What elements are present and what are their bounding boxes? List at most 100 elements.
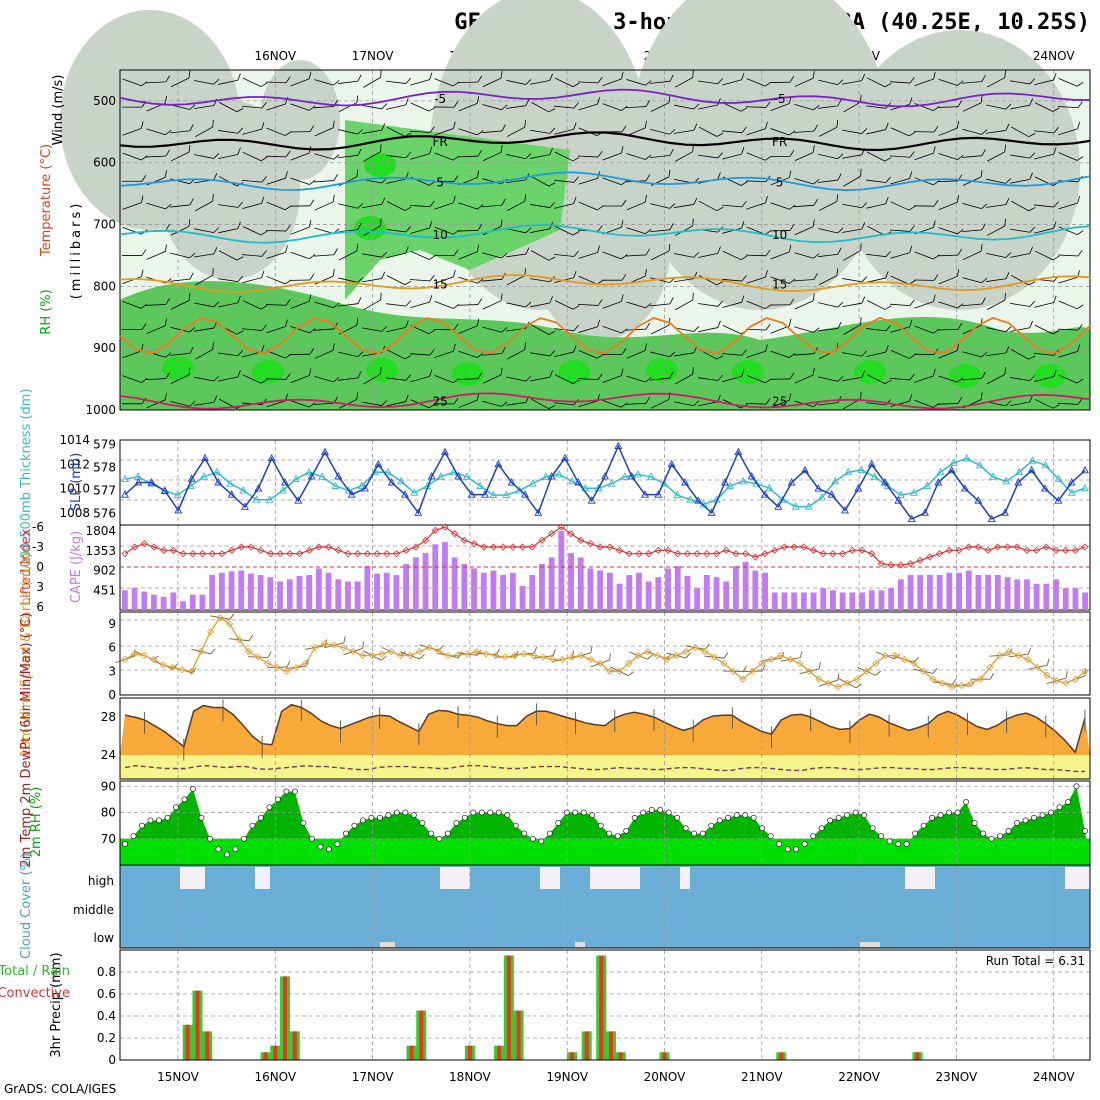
- wind-barb-flag: [1029, 375, 1036, 381]
- li-point: [606, 543, 614, 551]
- wind-barb-shaft: [554, 254, 574, 257]
- wind-barb-flag: [453, 195, 456, 203]
- rh-point: [181, 796, 188, 803]
- rh-point: [631, 814, 638, 821]
- wind-barb-flag: [429, 295, 433, 303]
- lifted-index-axis-label: Lifted Index: [19, 528, 34, 605]
- rh-point: [750, 814, 757, 821]
- isotherm-label: FR: [432, 135, 447, 149]
- wind-barb-flag: [549, 73, 553, 81]
- wind-barb: [577, 299, 603, 306]
- rh-saturated-blob: [252, 360, 284, 384]
- wind-barb: [866, 176, 891, 183]
- wind-barb-shaft: [794, 152, 814, 161]
- wind-barb-shaft: [1034, 204, 1054, 208]
- wind-barb-flag: [1005, 400, 1012, 407]
- wind-barb-shaft: [698, 401, 718, 407]
- wind-barb-flag: [477, 352, 484, 358]
- cape-bar: [412, 557, 419, 610]
- wind-barb-flag: [1028, 207, 1036, 212]
- wind-barb: [386, 394, 409, 407]
- precip-legend-total: Total / Rain: [0, 964, 70, 979]
- wind-barb-shaft: [530, 278, 550, 283]
- wind-barb-flag: [956, 120, 960, 129]
- wind-barb-shaft: [218, 278, 238, 282]
- wind-barb-shaft: [1010, 228, 1030, 233]
- y-tick-label: 80: [101, 806, 116, 820]
- wind-barb-flag: [357, 148, 362, 156]
- wind-barb: [122, 249, 147, 256]
- precip-convective-bar: [662, 1052, 667, 1060]
- wind-barb-flag: [645, 396, 651, 404]
- wind-barb-flag: [333, 154, 340, 160]
- wind-barb: [386, 97, 409, 110]
- wind-barb-flag: [957, 154, 964, 160]
- wind-barb-flag: [741, 369, 745, 377]
- wind-barb-flag: [693, 197, 698, 205]
- wind-barb: [962, 351, 988, 358]
- wind-barb: [578, 201, 604, 211]
- wind-barb-flag: [524, 194, 526, 202]
- cape-bar: [364, 566, 371, 610]
- isotherm-line: [119, 392, 1091, 410]
- wind-barb-flag: [189, 272, 194, 280]
- wind-barb: [842, 296, 866, 308]
- slp-point: [801, 465, 809, 474]
- wind-barb-shaft: [722, 301, 742, 308]
- wind-barb: [362, 400, 388, 406]
- precip-convective-bar: [599, 955, 604, 1060]
- isotherm-label: 25: [772, 395, 787, 409]
- wind-barb-shaft: [698, 126, 718, 137]
- wind-barb-shaft: [794, 300, 814, 310]
- cape-bar: [762, 572, 768, 610]
- wind-speed-point: [235, 636, 243, 644]
- thickness-point: [910, 488, 918, 496]
- panel-frame: [119, 949, 1091, 1061]
- wind-barb: [650, 74, 674, 84]
- slp-point: [241, 502, 249, 510]
- wind-speed-point: [938, 679, 946, 687]
- wind-barb-flag: [1052, 107, 1060, 112]
- wind-barb: [242, 324, 267, 331]
- wind-barb: [338, 128, 364, 135]
- wind-barb-shaft: [1010, 178, 1030, 184]
- wind-barb-shaft: [362, 327, 382, 332]
- precip-convective-bar: [584, 1031, 589, 1060]
- thickness-point: [923, 481, 932, 489]
- wind-barb-flag: [645, 302, 652, 309]
- wind-barb-flag: [573, 345, 577, 353]
- wind-barb-shaft: [554, 225, 574, 236]
- wind-barb-shaft: [482, 151, 502, 162]
- wind-barb: [577, 76, 603, 84]
- cape-bar: [374, 573, 380, 610]
- wind-barb-shaft: [482, 374, 502, 384]
- wind-barb-flag: [885, 345, 889, 353]
- wind-barb-shaft: [986, 278, 1006, 282]
- wind-barb: [938, 375, 964, 383]
- temp-area: [120, 704, 1090, 756]
- wind-barb-flag: [597, 151, 603, 158]
- rh-point: [198, 814, 205, 821]
- wind-barb: [386, 77, 411, 84]
- wind-barb-flag: [860, 94, 862, 103]
- wind-barb-shaft: [626, 127, 646, 137]
- wind-barb-flag: [1076, 230, 1084, 235]
- wind-barb: [818, 227, 844, 234]
- rh-point: [334, 841, 341, 847]
- wind-barb-flag: [525, 153, 532, 159]
- wind-barb-shaft: [650, 399, 670, 409]
- wind-barb-flag: [716, 281, 724, 286]
- wind-barb: [890, 201, 916, 211]
- slp-point: [601, 471, 609, 480]
- wind-barb-shaft: [866, 129, 886, 135]
- wind-barb: [386, 349, 412, 360]
- wind-barb-flag: [909, 299, 915, 306]
- y-tick-label: 0.4: [97, 1009, 116, 1023]
- wind-barb: [146, 128, 172, 136]
- wind-barb-flag: [141, 343, 144, 352]
- wind-barb-flag: [525, 247, 530, 255]
- wind-barb-flag: [789, 298, 795, 305]
- wind-barb-flag: [429, 72, 433, 80]
- wind-barb: [818, 173, 842, 183]
